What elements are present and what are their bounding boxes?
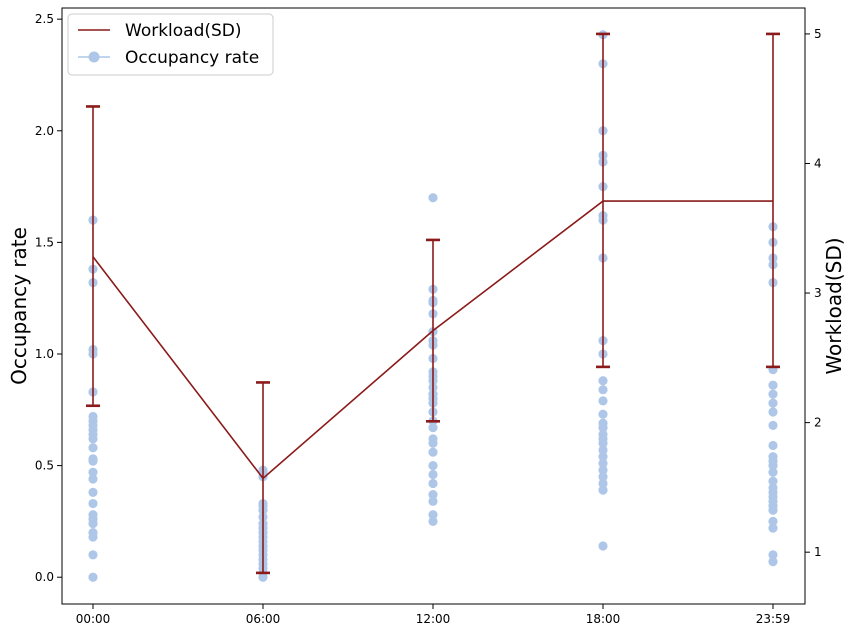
occupancy-point [768,483,778,493]
occupancy-point [598,541,608,551]
occupancy-point [768,516,778,527]
occupancy-point [88,467,98,477]
occupancy-point [88,487,98,497]
x-tick-label: 00:00 [76,612,111,626]
occupancy-point [768,380,778,390]
occupancy-point [768,407,778,417]
occupancy-point [428,193,438,203]
occupancy-point [768,452,778,462]
occupancy-point [428,447,438,457]
occupancy-point [768,550,778,560]
occupancy-point [598,418,608,428]
y2-tick-label: 5 [814,27,822,41]
x-tick-label: 12:00 [416,612,451,626]
occupancy-point [598,445,608,455]
occupancy-point [598,452,608,462]
occupancy-point [598,485,608,495]
occupancy-point [88,474,98,484]
x-tick-label: 06:00 [246,612,281,626]
occupancy-point [598,376,608,386]
occupancy-point [768,556,778,567]
x-tick-label: 23:59 [756,612,791,626]
legend-workload-label: Workload(SD) [125,21,242,41]
occupancy-point [428,496,438,506]
occupancy-point [598,478,608,489]
occupancy-point [598,465,608,475]
occupancy-point [88,498,98,509]
x-tick-label: 18:00 [586,612,621,626]
occupancy-point [428,490,438,500]
y2-tick-label: 2 [814,416,822,430]
occupancy-point [768,523,778,533]
occupancy-point [598,409,608,419]
occupancy-point [428,478,438,489]
occupancy-point [598,429,608,439]
y2-tick-label: 1 [814,545,822,559]
y-tick-label: 0.0 [35,570,54,584]
occupancy-point [768,476,778,486]
occupancy-point [88,510,98,520]
occupancy-point [88,443,98,453]
occupancy-point [88,550,98,560]
occupancy-point [598,472,608,482]
occupancy-point [768,467,778,477]
y-tick-label: 2.5 [35,12,54,26]
workload-line-layer [86,32,780,575]
y-tick-label: 2.0 [35,124,54,138]
occupancy-point [428,423,438,433]
legend-occupancy-swatch-dot [88,51,100,63]
y2-tick-label: 4 [814,156,822,170]
occupancy-point [598,458,608,468]
legend-box [67,13,274,76]
y-axis-label: Occupancy rate [7,227,31,385]
occupancy-point [768,398,778,408]
y-tick-label: 1.5 [35,235,54,249]
occupancy-point [768,420,778,431]
legend: Workload(SD) Occupancy rate [67,13,274,76]
occupancy-point [598,385,608,395]
scatter-layer [88,30,778,582]
occupancy-point [768,440,778,451]
occupancy-point [428,516,438,527]
occupancy-point [428,461,438,471]
occupancy-point [88,572,98,582]
tick-layer: 00:00 06:00 12:00 18:00 23:59 0.0 0.5 1.0 1.5 2.0… [35,12,822,626]
occupancy-point [88,527,98,538]
legend-occupancy-label: Occupancy rate [125,48,259,68]
occupancy-point [88,411,98,422]
y-tick-label: 1.0 [35,347,54,361]
occupancy-point [598,396,608,406]
occupancy-point [88,454,98,464]
y-tick-label: 0.5 [35,459,54,473]
y2-tick-label: 3 [814,286,822,300]
occupancy-point [768,389,778,399]
occupancy-point [428,469,438,480]
occupancy-point [428,434,438,444]
occupancy-point [428,510,438,520]
y2-axis-label: Workload(SD) [822,237,846,374]
